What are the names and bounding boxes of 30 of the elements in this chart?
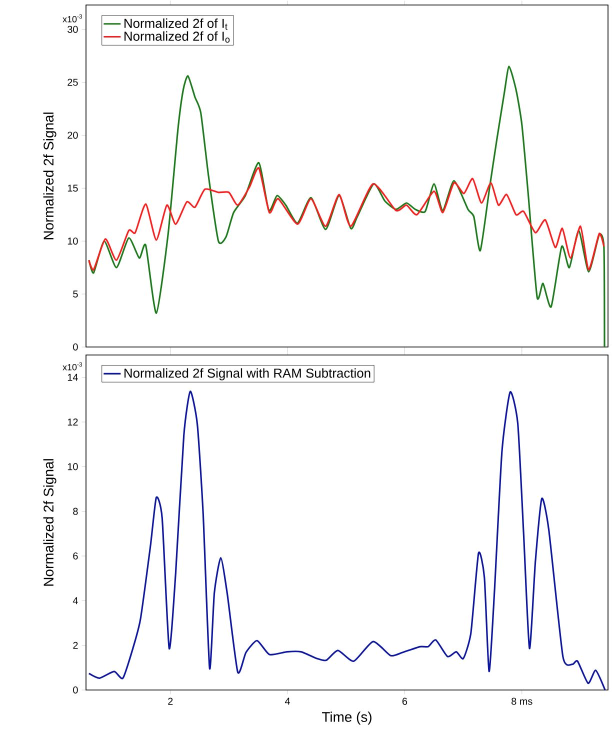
line-series — [88, 167, 605, 270]
y-tick-label: 15 — [68, 184, 78, 192]
y-tick-label: 25 — [68, 78, 78, 86]
legend-label: Normalized 2f of I$_{t}$ — [124, 18, 228, 30]
line-series — [88, 66, 606, 348]
x-axis-title: Time (s) — [322, 712, 372, 725]
line-series — [88, 390, 606, 691]
y-tick-label: 2 — [73, 642, 78, 649]
y-tick-label: 12 — [68, 418, 78, 426]
y-tick-label: 0 — [73, 686, 78, 694]
y-tick-label: 0 — [73, 343, 78, 351]
text: x10$^{-3}$ — [62, 362, 82, 370]
y-tick-label: 6 — [73, 552, 78, 560]
x-tick-label: 8 ms — [512, 698, 532, 705]
text: x10$^{-3}$ — [62, 14, 82, 22]
y-tick-label: 5 — [73, 290, 78, 298]
x-tick-label: 6 — [402, 698, 408, 705]
y-tick-label: 30 — [68, 26, 78, 33]
y-axis-title: Normalized 2f Signal — [43, 459, 56, 586]
y-tick-label: 8 — [73, 508, 78, 515]
y-axis-title: Normalized 2f Signal — [43, 112, 56, 240]
x-tick-label: 2 — [168, 698, 173, 705]
y-tick-label: 14 — [68, 374, 78, 381]
x-tick-label: 4 — [285, 698, 290, 705]
y-tick-label: 10 — [68, 238, 78, 245]
y-tick-label: 4 — [72, 597, 78, 604]
y-tick-label: 10 — [68, 463, 78, 470]
legend-label: Normalized 2f Signal with RAM Subtraction — [124, 368, 370, 380]
y-tick-label: 20 — [68, 132, 78, 139]
legend-label: Normalized 2f of I$_{o}$ — [124, 31, 230, 43]
